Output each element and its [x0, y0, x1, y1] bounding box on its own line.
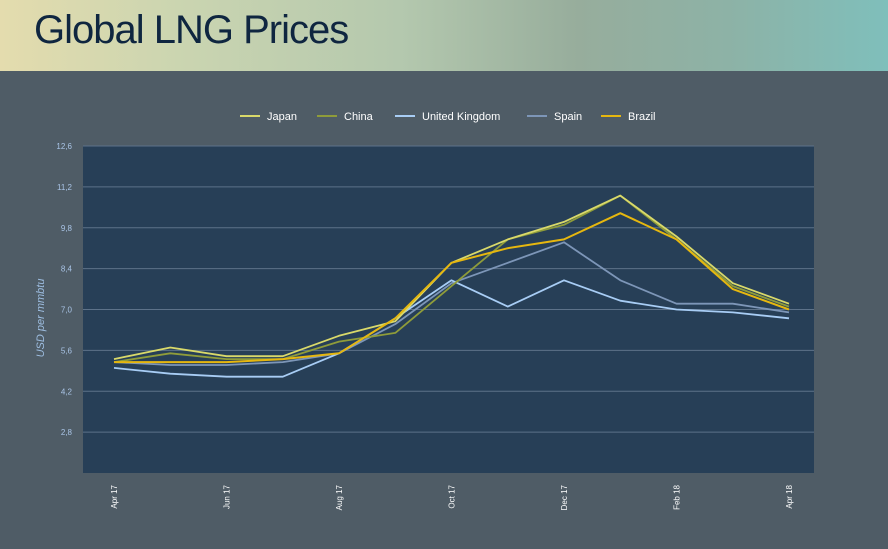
x-tick-label: Feb 18 — [673, 484, 682, 509]
y-tick-label: 7,0 — [61, 306, 73, 315]
lng-price-chart: Japan China United Kingdom Spain Brazil 2,8 4… — [35, 111, 814, 510]
y-axis-label: USD per mmbtu — [35, 279, 47, 358]
series-lines — [113, 194, 790, 378]
chart-area: Japan China United Kingdom Spain Brazil 2,8 4… — [4, 71, 884, 546]
legend-label: United Kingdom — [422, 111, 500, 123]
series-line-spain — [113, 241, 790, 366]
y-tick-label: 12,6 — [56, 142, 72, 151]
header-banner: Global LNG Prices — [0, 0, 888, 71]
y-tick-label: 5,6 — [61, 346, 73, 355]
gridlines — [83, 145, 814, 433]
x-tick-label: Dec 17 — [560, 484, 569, 510]
series-line-united-kingdom — [113, 279, 790, 378]
y-tick-label: 4,2 — [61, 387, 73, 396]
chart-legend: Japan China United Kingdom Spain Brazil — [240, 111, 656, 123]
series-line-brazil — [114, 212, 790, 364]
x-tick-label: Apr 18 — [785, 484, 794, 508]
legend-label: China — [344, 111, 374, 123]
x-tick-label: Aug 17 — [335, 484, 344, 510]
y-tick-label: 8,4 — [61, 265, 73, 274]
page-title: Global LNG Prices — [34, 8, 349, 52]
legend-label: Spain — [554, 111, 582, 123]
x-tick-label: Oct 17 — [448, 484, 457, 508]
y-tick-label: 11,2 — [57, 183, 73, 192]
legend-label: Brazil — [628, 111, 656, 123]
y-tick-label: 2,8 — [61, 428, 73, 437]
x-tick-label: Jun 17 — [223, 484, 232, 509]
x-axis-ticks: Apr 17 Jun 17 Aug 17 Oct 17 Dec 17 Feb 18 Apr … — [110, 484, 794, 510]
y-tick-label: 9,8 — [61, 224, 73, 233]
legend-label: Japan — [267, 111, 297, 123]
y-axis-ticks: 2,8 4,2 5,6 7,0 8,4 9,8 11,2 12,6 — [56, 142, 72, 437]
x-tick-label: Apr 17 — [110, 484, 119, 508]
